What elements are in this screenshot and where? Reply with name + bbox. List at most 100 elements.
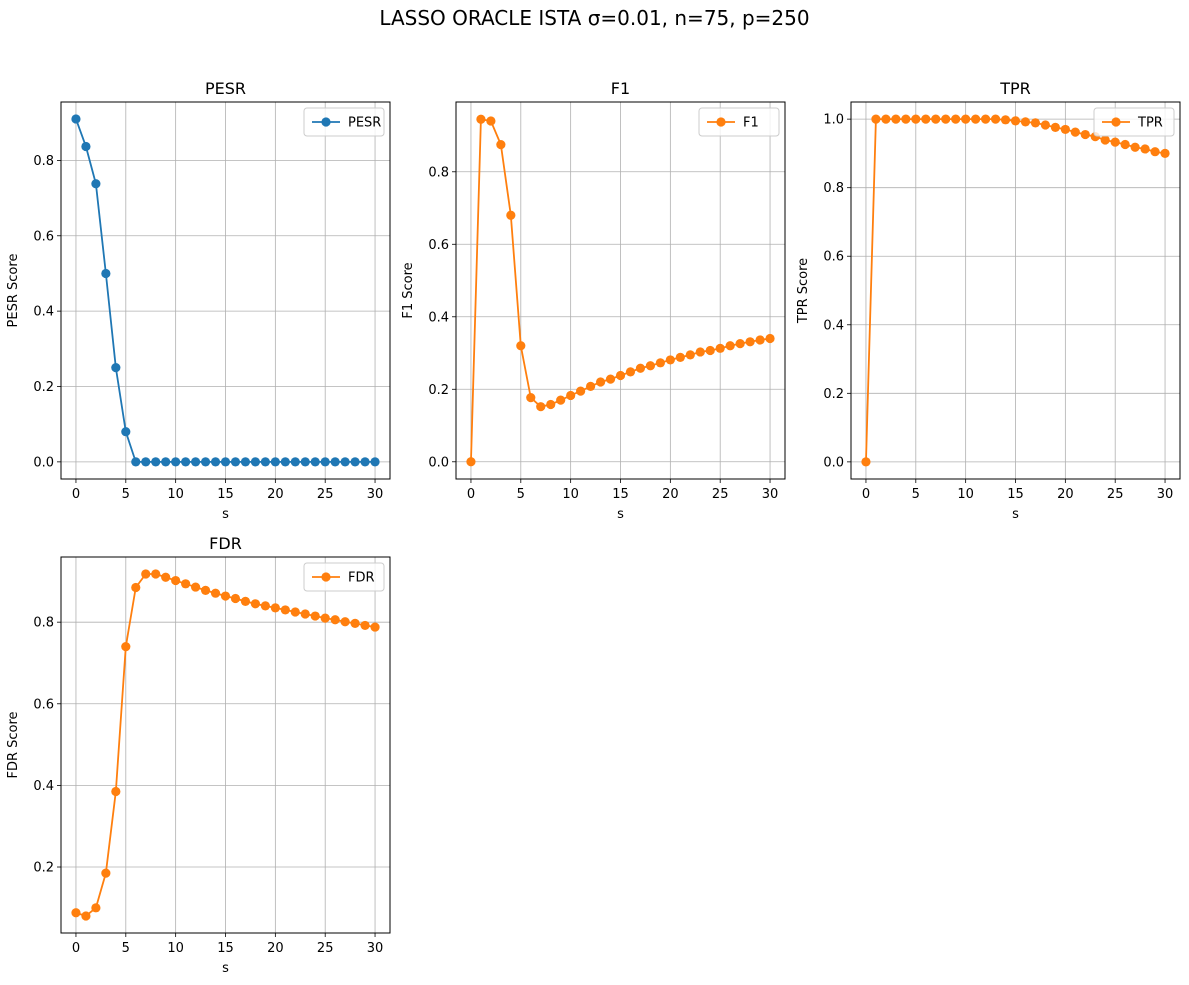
y-axis-label: PESR Score: [6, 254, 21, 328]
x-tick-label: 10: [167, 487, 184, 502]
data-point: [1020, 117, 1031, 127]
y-tick-label: 0.0: [428, 455, 449, 470]
axes-frame: [60, 101, 391, 480]
data-point: [200, 585, 211, 595]
data-point: [151, 457, 161, 467]
data-point: [871, 114, 881, 124]
data-point: [310, 611, 320, 621]
data-point: [655, 358, 665, 368]
data-point: [190, 457, 201, 467]
data-point: [360, 457, 370, 467]
data-point: [1160, 148, 1170, 159]
x-tick-label: 25: [317, 487, 334, 502]
data-point: [765, 333, 775, 344]
data-point: [121, 642, 131, 652]
x-tick-label: 20: [267, 941, 284, 956]
data-point: [101, 868, 111, 878]
legend-marker: [716, 117, 726, 127]
y-tick-label: 0.4: [33, 779, 54, 794]
data-point: [200, 457, 211, 467]
data-point: [290, 607, 300, 617]
data-point: [280, 605, 290, 615]
data-point: [1100, 135, 1110, 145]
data-point: [725, 341, 735, 351]
x-tick-label: 10: [957, 487, 974, 502]
data-point: [91, 903, 101, 913]
y-axis-label: FDR Score: [6, 711, 21, 778]
data-point: [121, 427, 131, 437]
data-point: [141, 457, 151, 467]
data-point: [370, 622, 380, 632]
legend: FDR: [303, 562, 385, 592]
data-point: [250, 599, 261, 609]
data-point: [181, 457, 191, 467]
data-point: [101, 268, 111, 279]
data-point: [1050, 122, 1060, 132]
data-point: [1070, 127, 1080, 137]
data-point: [181, 579, 191, 589]
y-tick-label: 0.6: [823, 250, 844, 265]
x-axis-label: s: [222, 961, 229, 976]
x-tick-label: 30: [762, 487, 779, 502]
data-point: [861, 457, 871, 467]
x-axis-label: s: [1012, 507, 1019, 522]
y-axis-label: F1 Score: [401, 262, 416, 318]
subplot-title: F1: [611, 79, 630, 98]
data-point: [310, 457, 320, 467]
data-point: [921, 114, 931, 124]
x-tick-label: 30: [367, 941, 384, 956]
x-tick-label: 20: [1057, 487, 1074, 502]
data-point: [1030, 118, 1041, 128]
data-point: [635, 363, 646, 373]
data-point: [210, 457, 221, 467]
legend-label: F1: [743, 116, 759, 131]
data-point: [330, 615, 340, 625]
data-point: [1060, 124, 1070, 135]
x-axis-label: s: [617, 507, 624, 522]
subplot-tpr: 0 5 10 15 20 25 30 0.0 0.2 0.4 0.6 0.8 1.0 TPR TPR s TPR…: [796, 79, 1181, 522]
data-point: [715, 343, 725, 353]
legend-frame: [303, 107, 385, 137]
data-point: [1080, 129, 1090, 140]
data-point: [171, 575, 181, 586]
data-point: [735, 339, 745, 349]
x-tick-label: 0: [72, 487, 80, 502]
y-tick-label: 0.2: [33, 861, 54, 876]
data-point: [556, 395, 566, 405]
data-point: [340, 617, 350, 627]
legend: F1: [698, 107, 780, 137]
data-point: [370, 457, 380, 467]
data-point: [911, 114, 921, 124]
data-point: [615, 370, 626, 381]
subplot-title: TPR: [999, 79, 1031, 98]
x-tick-label: 10: [562, 487, 579, 502]
data-point: [280, 457, 290, 467]
data-point: [971, 114, 981, 124]
data-point: [595, 377, 606, 387]
x-tick-label: 15: [1007, 487, 1024, 502]
data-point: [526, 393, 536, 403]
data-point: [881, 114, 891, 124]
data-point: [350, 618, 360, 628]
data-point: [705, 345, 715, 356]
data-point: [250, 457, 261, 467]
legend: TPR: [1093, 107, 1175, 137]
data-point: [240, 596, 251, 606]
data-point: [625, 367, 636, 377]
subplot-fdr: 0 5 10 15 20 25 30 0.2 0.4 0.6 0.8 FDR FDR s FDR Score: [6, 534, 391, 976]
data-point: [360, 620, 370, 631]
data-point: [1120, 139, 1130, 150]
data-point: [220, 591, 231, 601]
axes-frame: [850, 101, 1181, 480]
data-point: [230, 457, 241, 467]
data-point: [755, 335, 765, 345]
subplot-f1: 0 5 10 15 20 25 30 0.0 0.2 0.4 0.6 0.8 F1 F1 s F1 Score: [401, 79, 786, 522]
x-tick-label: 0: [862, 487, 870, 502]
data-point: [1010, 116, 1021, 126]
data-point: [476, 114, 486, 124]
data-point: [585, 381, 596, 391]
data-point: [141, 569, 151, 579]
data-point: [260, 601, 270, 611]
data-point: [1110, 137, 1120, 147]
